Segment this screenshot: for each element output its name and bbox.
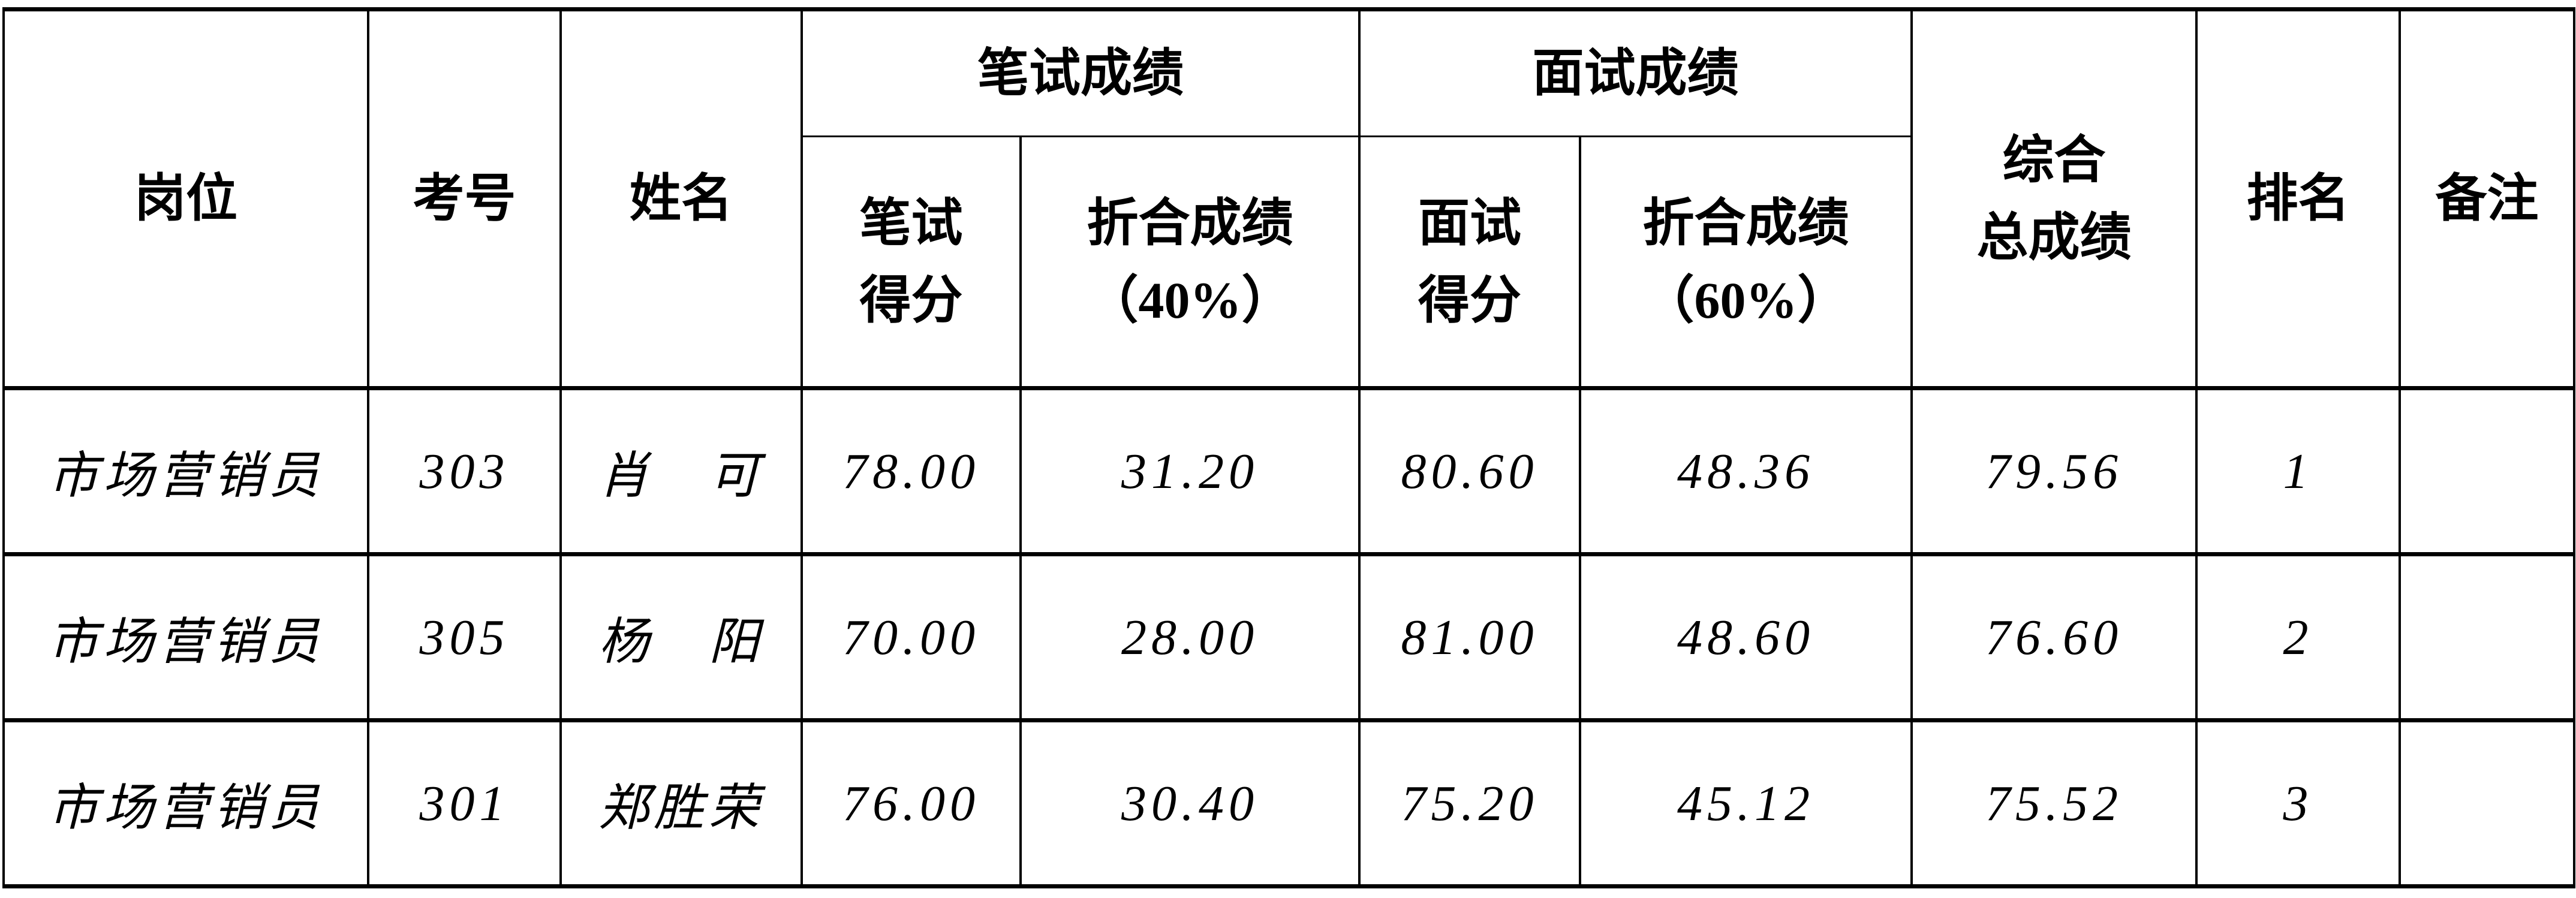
cell-rank: 2	[2195, 552, 2401, 722]
cell-written-weighted: 28.00	[1019, 552, 1361, 722]
header-interview-score-line1: 面试	[1418, 194, 1521, 252]
header-composite-total-line2: 总成绩	[1976, 208, 2132, 266]
cell-interview-weighted: 48.60	[1579, 552, 1913, 722]
cell-interview-weighted: 45.12	[1579, 718, 1913, 888]
cell-exam-no: 305	[367, 552, 562, 722]
table-row: 市场营销员 305 杨 阳 70.00 28.00 81.00 48.60 76…	[2, 552, 2575, 722]
table-row: 市场营销员 303 肖 可 78.00 31.20 80.60 48.36 79…	[2, 386, 2575, 556]
table-row: 市场营销员 301 郑胜荣 76.00 30.40 75.20 45.12 75…	[2, 718, 2575, 888]
header-written-group: 笔试成绩	[801, 7, 1361, 137]
cell-rank: 1	[2195, 386, 2401, 556]
header-interview-weighted-line1: 折合成绩	[1642, 194, 1849, 252]
cell-interview-score: 81.00	[1358, 552, 1581, 722]
header-name: 姓名	[559, 7, 803, 390]
cell-name: 肖 可	[559, 386, 803, 556]
header-written-score-line2: 得分	[859, 271, 963, 329]
score-table: 岗位 考号 姓名 笔试成绩 面试成绩 综合 总成绩 排名 备注 笔试 得分 折合…	[2, 7, 2575, 888]
cell-written-score: 70.00	[801, 552, 1022, 722]
header-written-weighted: 折合成绩 （40%）	[1019, 135, 1361, 390]
cell-composite-total: 79.56	[1910, 386, 2198, 556]
header-row-1: 岗位 考号 姓名 笔试成绩 面试成绩 综合 总成绩 排名 备注	[2, 7, 2575, 390]
header-exam-no: 考号	[367, 7, 562, 390]
cell-remarks	[2399, 386, 2575, 556]
header-written-weighted-line1: 折合成绩	[1087, 194, 1293, 252]
cell-composite-total: 76.60	[1910, 552, 2198, 722]
cell-exam-no: 301	[367, 718, 562, 888]
cell-position: 市场营销员	[2, 386, 369, 556]
header-interview-group: 面试成绩	[1358, 7, 1913, 137]
header-written-weighted-line2: （40%）	[1087, 271, 1293, 329]
header-written-score-line1: 笔试	[859, 194, 963, 252]
cell-interview-score: 80.60	[1358, 386, 1581, 556]
cell-position: 市场营销员	[2, 552, 369, 722]
header-interview-score-line2: 得分	[1418, 271, 1521, 329]
header-written-score: 笔试 得分	[801, 135, 1022, 390]
header-rank: 排名	[2195, 7, 2401, 390]
cell-remarks	[2399, 552, 2575, 722]
cell-interview-score: 75.20	[1358, 718, 1581, 888]
cell-written-weighted: 30.40	[1019, 718, 1361, 888]
header-composite-total: 综合 总成绩	[1910, 7, 2198, 390]
header-composite-total-line1: 综合	[2002, 131, 2106, 189]
header-interview-weighted: 折合成绩 （60%）	[1579, 135, 1913, 390]
cell-remarks	[2399, 718, 2575, 888]
cell-name: 郑胜荣	[559, 718, 803, 888]
cell-written-score: 76.00	[801, 718, 1022, 888]
header-interview-score: 面试 得分	[1358, 135, 1581, 390]
cell-exam-no: 303	[367, 386, 562, 556]
header-position: 岗位	[2, 7, 369, 390]
cell-position: 市场营销员	[2, 718, 369, 888]
cell-name: 杨 阳	[559, 552, 803, 722]
cell-interview-weighted: 48.36	[1579, 386, 1913, 556]
table-body: 市场营销员 303 肖 可 78.00 31.20 80.60 48.36 79…	[2, 386, 2575, 888]
cell-written-weighted: 31.20	[1019, 386, 1361, 556]
table-header: 岗位 考号 姓名 笔试成绩 面试成绩 综合 总成绩 排名 备注 笔试 得分 折合…	[2, 7, 2575, 390]
cell-rank: 3	[2195, 718, 2401, 888]
header-row-2: 笔试 得分 折合成绩 （40%） 面试 得分 折合成绩 （60%）	[4, 135, 2574, 390]
cell-composite-total: 75.52	[1910, 718, 2198, 888]
header-interview-weighted-line2: （60%）	[1642, 271, 1849, 329]
cell-written-score: 78.00	[801, 386, 1022, 556]
header-remarks: 备注	[2399, 7, 2575, 390]
